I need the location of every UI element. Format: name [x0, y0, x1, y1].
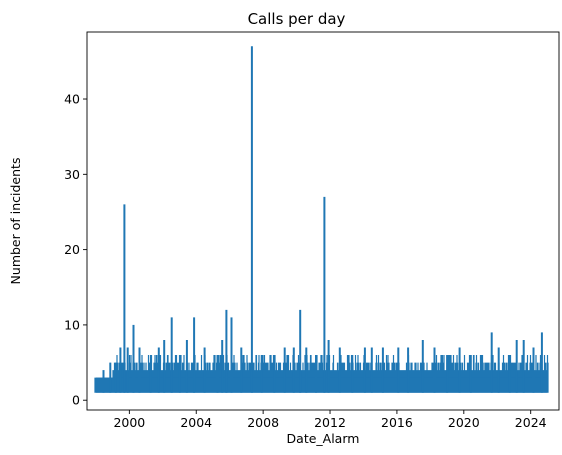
x-tick-label: 2020 — [448, 415, 480, 430]
y-tick-label: 0 — [72, 393, 80, 408]
y-tick-label: 30 — [64, 167, 80, 182]
y-axis-ticks: 0 10 20 30 40 — [64, 92, 87, 408]
y-tick-label: 10 — [64, 317, 80, 332]
x-tick-label: 2000 — [113, 415, 145, 430]
y-axis-label: Number of incidents — [8, 158, 23, 285]
series-layer — [94, 46, 549, 393]
x-axis-label: Date_Alarm — [287, 431, 360, 446]
x-tick-label: 2004 — [180, 415, 212, 430]
x-tick-label: 2016 — [381, 415, 413, 430]
x-tick-label: 2008 — [247, 415, 279, 430]
y-tick-label: 40 — [64, 92, 80, 107]
plot-frame — [86, 31, 560, 411]
x-tick-label: 2024 — [515, 415, 547, 430]
chart-title: Calls per day — [248, 10, 346, 28]
y-tick-label: 20 — [64, 242, 80, 257]
x-tick-label: 2012 — [314, 415, 346, 430]
x-axis-ticks: 2000 2004 2008 2012 2016 2020 2024 — [113, 410, 547, 430]
